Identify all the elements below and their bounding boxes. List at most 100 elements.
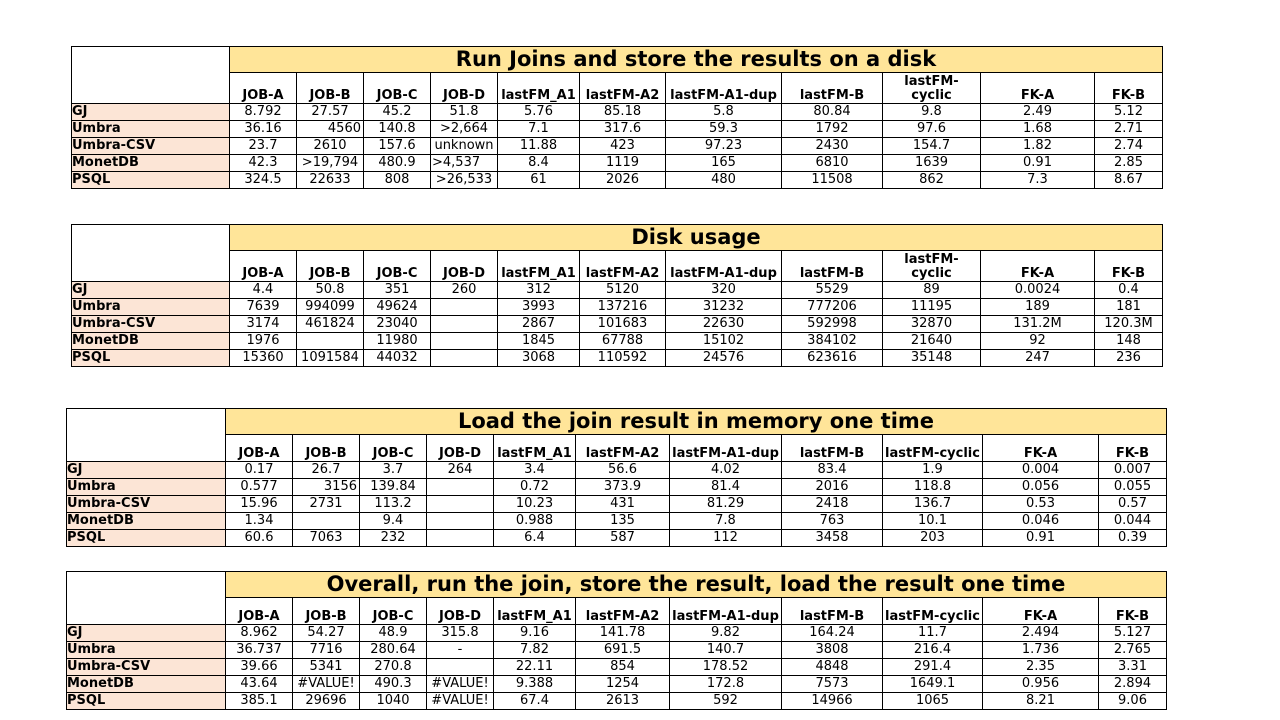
table-cell[interactable]: 2.494: [982, 624, 1099, 642]
table-cell[interactable]: 137216: [579, 298, 666, 316]
table-cell[interactable]: [430, 332, 498, 350]
table-cell[interactable]: 2610: [296, 137, 364, 155]
table-cell[interactable]: 763: [781, 512, 883, 530]
table-cell[interactable]: 118.8: [882, 478, 983, 496]
table-cell[interactable]: 29696: [292, 692, 360, 710]
table-cell[interactable]: 592: [669, 692, 782, 710]
table-cell[interactable]: 480.9: [363, 154, 431, 172]
table-cell[interactable]: 2.71: [1094, 120, 1163, 138]
table-cell[interactable]: 5.12: [1094, 103, 1163, 121]
table-cell[interactable]: 1845: [497, 332, 580, 350]
table-cell[interactable]: 8.4: [497, 154, 580, 172]
table-cell[interactable]: 623616: [781, 349, 883, 367]
table-cell[interactable]: 3458: [781, 529, 883, 547]
table-cell[interactable]: 39.66: [225, 658, 293, 676]
table-cell[interactable]: 22633: [296, 171, 364, 189]
table-cell[interactable]: 1.736: [982, 641, 1099, 659]
table-cell[interactable]: 5120: [579, 281, 666, 299]
table-cell[interactable]: 120.3M: [1094, 315, 1163, 333]
table-cell[interactable]: 110592: [579, 349, 666, 367]
table-cell[interactable]: 5341: [292, 658, 360, 676]
table-cell[interactable]: 0.39: [1098, 529, 1167, 547]
table-cell[interactable]: 11.7: [882, 624, 983, 642]
table-cell[interactable]: 7716: [292, 641, 360, 659]
table-cell[interactable]: 854: [575, 658, 670, 676]
table-cell[interactable]: 0.0024: [980, 281, 1095, 299]
table-cell[interactable]: 10.23: [493, 495, 576, 513]
table-cell[interactable]: 22.11: [493, 658, 576, 676]
table-cell[interactable]: >26,533: [430, 171, 498, 189]
table-cell[interactable]: 9.06: [1098, 692, 1167, 710]
table-cell[interactable]: 3156: [292, 478, 360, 496]
table-cell[interactable]: 8.21: [982, 692, 1099, 710]
table-cell[interactable]: 2613: [575, 692, 670, 710]
table-cell[interactable]: 9.8: [882, 103, 981, 121]
table-cell[interactable]: 141.78: [575, 624, 670, 642]
table-cell[interactable]: 7.3: [980, 171, 1095, 189]
table-cell[interactable]: [292, 512, 360, 530]
table-cell[interactable]: 5529: [781, 281, 883, 299]
table-cell[interactable]: 42.3: [229, 154, 297, 172]
table-cell[interactable]: 3993: [497, 298, 580, 316]
table-cell[interactable]: 587: [575, 529, 670, 547]
table-cell[interactable]: 0.044: [1098, 512, 1167, 530]
table-cell[interactable]: 97.23: [665, 137, 782, 155]
table-cell[interactable]: 5.76: [497, 103, 580, 121]
table-cell[interactable]: 320: [665, 281, 782, 299]
table-cell[interactable]: 480: [665, 171, 782, 189]
table-cell[interactable]: 490.3: [359, 675, 427, 693]
table-cell[interactable]: 67788: [579, 332, 666, 350]
table-cell[interactable]: 24576: [665, 349, 782, 367]
table-cell[interactable]: 431: [575, 495, 670, 513]
table-cell[interactable]: 50.8: [296, 281, 364, 299]
table-cell[interactable]: 9.388: [493, 675, 576, 693]
table-cell[interactable]: 3.7: [359, 461, 427, 479]
table-cell[interactable]: 2.49: [980, 103, 1095, 121]
table-cell[interactable]: 6810: [781, 154, 883, 172]
table-cell[interactable]: 54.27: [292, 624, 360, 642]
table-cell[interactable]: 2418: [781, 495, 883, 513]
table-cell[interactable]: [430, 349, 498, 367]
table-cell[interactable]: 89: [882, 281, 981, 299]
table-cell[interactable]: 48.9: [359, 624, 427, 642]
table-cell[interactable]: 317.6: [579, 120, 666, 138]
table-cell[interactable]: [430, 315, 498, 333]
table-cell[interactable]: 23040: [363, 315, 431, 333]
table-cell[interactable]: 11508: [781, 171, 883, 189]
table-cell[interactable]: 351: [363, 281, 431, 299]
table-cell[interactable]: 67.4: [493, 692, 576, 710]
table-cell[interactable]: 0.4: [1094, 281, 1163, 299]
table-cell[interactable]: 236: [1094, 349, 1163, 367]
table-cell[interactable]: 10.1: [882, 512, 983, 530]
table-cell[interactable]: 4848: [781, 658, 883, 676]
table-cell[interactable]: 3068: [497, 349, 580, 367]
table-cell[interactable]: 8.792: [229, 103, 297, 121]
table-cell[interactable]: 1065: [882, 692, 983, 710]
table-cell[interactable]: 154.7: [882, 137, 981, 155]
table-cell[interactable]: 9.4: [359, 512, 427, 530]
table-cell[interactable]: 2.894: [1098, 675, 1167, 693]
table-cell[interactable]: 1119: [579, 154, 666, 172]
table-cell[interactable]: >4,537: [430, 154, 498, 172]
table-cell[interactable]: 1976: [229, 332, 297, 350]
table-cell[interactable]: 140.7: [669, 641, 782, 659]
table-cell[interactable]: 385.1: [225, 692, 293, 710]
table-cell[interactable]: 80.84: [781, 103, 883, 121]
table-cell[interactable]: 2016: [781, 478, 883, 496]
table-cell[interactable]: 291.4: [882, 658, 983, 676]
table-cell[interactable]: 0.17: [225, 461, 293, 479]
table-cell[interactable]: 994099: [296, 298, 364, 316]
table-cell[interactable]: 461824: [296, 315, 364, 333]
table-cell[interactable]: 0.57: [1098, 495, 1167, 513]
table-cell[interactable]: 7.8: [669, 512, 782, 530]
table-cell[interactable]: 862: [882, 171, 981, 189]
table-cell[interactable]: 8.962: [225, 624, 293, 642]
table-cell[interactable]: 44032: [363, 349, 431, 367]
table-cell[interactable]: 0.007: [1098, 461, 1167, 479]
table-cell[interactable]: 32870: [882, 315, 981, 333]
table-cell[interactable]: 43.64: [225, 675, 293, 693]
table-cell[interactable]: 1040: [359, 692, 427, 710]
table-cell[interactable]: 112: [669, 529, 782, 547]
table-cell[interactable]: 0.577: [225, 478, 293, 496]
table-cell[interactable]: 51.8: [430, 103, 498, 121]
